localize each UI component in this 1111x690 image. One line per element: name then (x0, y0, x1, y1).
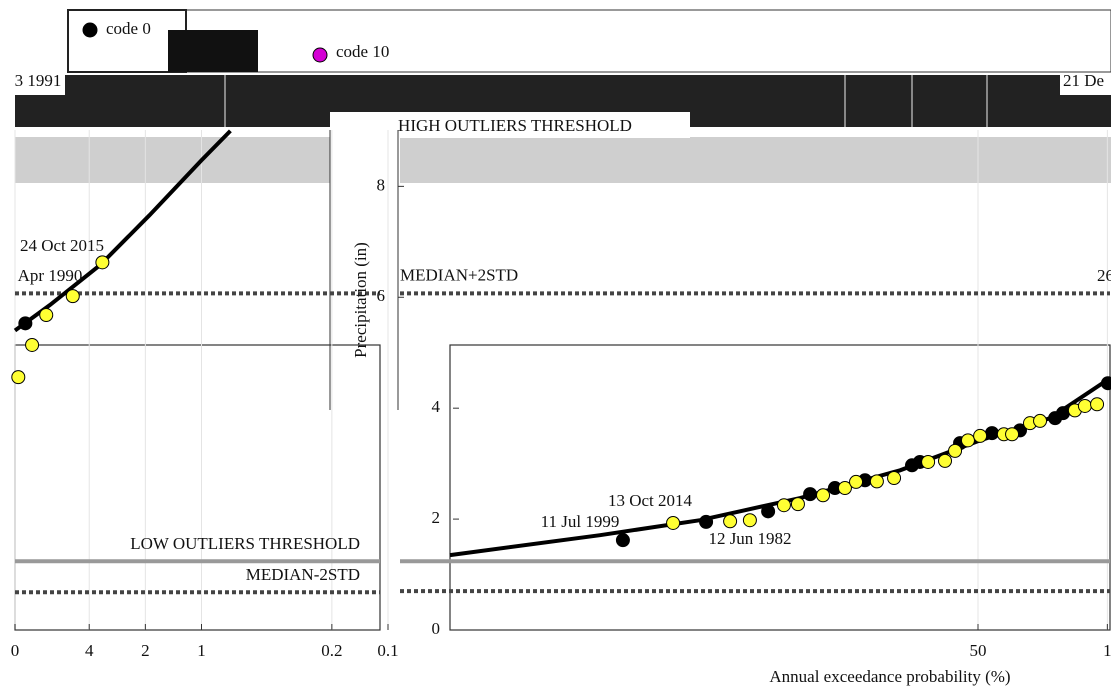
x-tick-label: 0 (11, 641, 20, 660)
legend-label: code 10 (336, 42, 389, 61)
data-point (849, 474, 864, 489)
data-point (973, 428, 988, 443)
data-point (1056, 406, 1071, 421)
reference-label: MEDIAN-2STD (246, 565, 360, 584)
x-tick-label: 0.1 (377, 641, 398, 660)
x-tick-label: 4 (85, 641, 94, 660)
data-point (11, 370, 26, 385)
data-point (869, 474, 884, 489)
data-point (666, 515, 681, 530)
fragment-bg (1060, 75, 1111, 95)
data-point (816, 488, 831, 503)
data-point (921, 454, 936, 469)
legend-label: code 0 (106, 19, 151, 38)
data-point (18, 316, 33, 331)
data-point (960, 433, 975, 448)
gray-band (15, 137, 330, 183)
data-point (761, 504, 776, 519)
data-point (803, 487, 818, 502)
gray-band (400, 137, 1111, 183)
data-point (984, 426, 999, 441)
panel-frame (449, 344, 1111, 631)
data-point (948, 443, 963, 458)
annotation: 11 Jul 1999 (541, 512, 620, 531)
x-axis-label: Annual exceedance probability (%) (769, 667, 1010, 686)
data-point (615, 533, 630, 548)
data-point (699, 514, 714, 529)
legend-box (67, 9, 187, 73)
annotation: 24 Oct 2015 (20, 236, 104, 255)
data-point (1090, 397, 1105, 412)
annotation: Apr 1990 (18, 266, 83, 285)
data-point (1033, 413, 1048, 428)
fragment-text: 21 De (1063, 71, 1104, 90)
data-point (742, 513, 757, 528)
fragment-bg (15, 75, 65, 95)
y-tick-label: 2 (432, 508, 441, 527)
y-tick-label: 0 (432, 619, 441, 638)
data-point (837, 481, 852, 496)
x-tick-label: 2 (141, 641, 150, 660)
data-point (1005, 427, 1020, 442)
fragment-bg (330, 112, 690, 138)
reference-label: LOW OUTLIERS THRESHOLD (130, 534, 360, 553)
data-point (776, 498, 791, 513)
x-tick-label: 1 (1103, 641, 1111, 660)
plot-layer: 0 4 2 1 0.2 0.1 LOW OUTLIERS THRESHOLD MEDIAN-2… (11, 116, 1111, 660)
y-tick-label: 8 (377, 175, 386, 194)
x-tick-label: 1 (197, 641, 206, 660)
legend-swatch (312, 47, 328, 63)
annotation: 12 Jun 1982 (708, 529, 791, 548)
data-point (65, 289, 80, 304)
y-axis-label: Precipitation (in) (351, 242, 370, 358)
y-tick-label: 6 (377, 286, 386, 305)
data-point (887, 471, 902, 486)
annotation: 13 Oct 2014 (608, 491, 693, 510)
data-point (39, 308, 54, 323)
data-point (790, 497, 805, 512)
data-point (95, 255, 110, 270)
x-tick-label: 50 (970, 641, 987, 660)
annotation: 26 (1097, 266, 1111, 285)
y-tick-label: 4 (432, 397, 441, 416)
data-point (1077, 398, 1092, 413)
annotation: HIGH OUTLIERS THRESHOLD (398, 116, 632, 135)
data-point (723, 514, 738, 529)
x-tick-label: 0.2 (321, 641, 342, 660)
fragment-text: 3 1991 (15, 71, 62, 90)
data-point (938, 453, 952, 468)
data-point (1100, 376, 1111, 391)
glitch-block (168, 30, 258, 72)
legend-swatch (82, 22, 98, 38)
data-point (25, 337, 40, 352)
reference-label: MEDIAN+2STD (400, 265, 518, 284)
